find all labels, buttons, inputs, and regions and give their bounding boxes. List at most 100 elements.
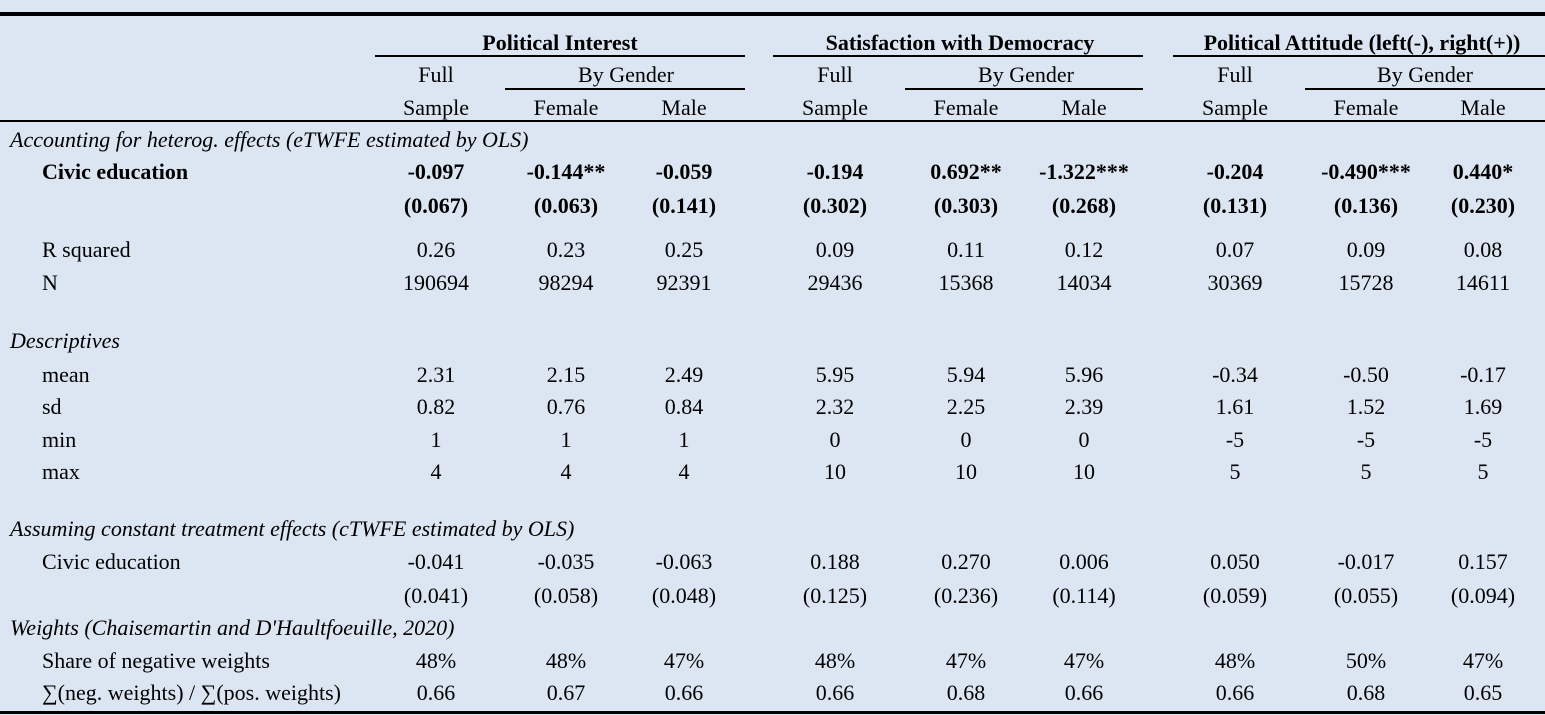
table-cell: -0.017 — [1337, 549, 1395, 574]
table-cell: 2.32 — [815, 394, 855, 419]
row-label-civic-education: Civic education — [42, 159, 189, 184]
group-title: Satisfaction with Democracy — [825, 30, 1095, 55]
table-cell: -0.063 — [655, 549, 713, 574]
male-header: Male — [1061, 95, 1107, 120]
table-cell: 0.157 — [1458, 549, 1508, 574]
table-cell: 0.050 — [1210, 549, 1260, 574]
table-cell: 0.76 — [546, 394, 586, 419]
sample-header: Sample — [1202, 95, 1268, 120]
table-cell: 0.65 — [1463, 680, 1503, 705]
group-1-title-rule — [375, 55, 745, 57]
row-label-sd: sd — [42, 394, 62, 419]
table-cell: 4 — [430, 459, 442, 484]
table-cell: 0.84 — [664, 394, 704, 419]
section-header: Descriptives — [10, 328, 120, 353]
table-cell: 1 — [678, 427, 690, 452]
table-cell: 1.69 — [1463, 394, 1503, 419]
table-cell: 0 — [960, 427, 972, 452]
by-gender-header: By Gender — [1377, 62, 1473, 87]
female-header: Female — [533, 95, 599, 120]
table-cell: 48% — [545, 648, 587, 673]
table-cell: 10 — [1073, 459, 1095, 484]
table-cell: -0.059 — [655, 159, 713, 184]
group-1-gender-rule — [505, 88, 745, 90]
table-cell: 48% — [1214, 648, 1256, 673]
table-cell: 92391 — [656, 270, 712, 295]
table-cell: 0.09 — [815, 237, 855, 262]
table-cell: 0.66 — [1064, 680, 1104, 705]
sample-header: Sample — [802, 95, 868, 120]
female-header: Female — [933, 95, 999, 120]
table-cell: 0.006 — [1059, 549, 1109, 574]
table-cell: 190694 — [403, 270, 469, 295]
table-cell: 5 — [1477, 459, 1489, 484]
table-cell: 1.61 — [1215, 394, 1255, 419]
group-title: Political Attitude (left(-), right(+)) — [1203, 30, 1521, 55]
table-cell: 0.68 — [1346, 680, 1386, 705]
table-cell: 14034 — [1056, 270, 1112, 295]
section-header: Weights (Chaisemartin and D'Haultfoeuill… — [10, 615, 455, 640]
table-cell: 1.52 — [1346, 394, 1386, 419]
table-cell: 5.94 — [946, 362, 986, 387]
table-cell: 2.15 — [546, 362, 586, 387]
table-cell: 98294 — [538, 270, 594, 295]
table-cell: -5 — [1356, 427, 1376, 452]
table-cell: 2.31 — [416, 362, 456, 387]
table-cell: (0.236) — [933, 583, 999, 608]
table-cell: 0.270 — [941, 549, 991, 574]
table-cell: 15728 — [1338, 270, 1394, 295]
group-title: Political Interest — [482, 30, 638, 55]
table-cell: 10 — [955, 459, 977, 484]
table-cell: 47% — [945, 648, 987, 673]
table-cell: 4 — [678, 459, 690, 484]
table-cell: 5 — [1229, 459, 1241, 484]
table-cell: 2.49 — [664, 362, 704, 387]
table-cell: 50% — [1345, 648, 1387, 673]
table-cell: 0.82 — [416, 394, 456, 419]
table-cell: (0.055) — [1333, 583, 1399, 608]
table-cell: -0.34 — [1212, 362, 1258, 387]
table-cell: (0.136) — [1333, 193, 1399, 218]
table-cell: (0.131) — [1202, 193, 1268, 218]
table-cell: 0.26 — [416, 237, 456, 262]
table-cell: -0.041 — [407, 549, 465, 574]
table-cell: 0.188 — [810, 549, 860, 574]
row-label-max: max — [42, 459, 80, 484]
full-header: Full — [1217, 62, 1253, 87]
section-header: Accounting for heterog. effects (eTWFE e… — [10, 127, 529, 152]
table-cell: 0.66 — [815, 680, 855, 705]
table-cell: -5 — [1225, 427, 1245, 452]
group-2-title-rule — [773, 55, 1143, 57]
table-cell: 0.23 — [546, 237, 586, 262]
row-label-civic-education: Civic education — [42, 549, 181, 574]
table-cell: 48% — [814, 648, 856, 673]
table-cell: 5.95 — [815, 362, 855, 387]
table-cell: 15368 — [938, 270, 994, 295]
table-cell: 1 — [430, 427, 442, 452]
table-cell: 5.96 — [1064, 362, 1104, 387]
table-cell: 10 — [824, 459, 846, 484]
table-cell: -0.204 — [1206, 159, 1264, 184]
table-cell: 2.39 — [1064, 394, 1104, 419]
table-cell: 0.08 — [1463, 237, 1503, 262]
male-header: Male — [1460, 95, 1506, 120]
table-cell: (0.048) — [651, 583, 717, 608]
table-cell: 2.25 — [946, 394, 986, 419]
table-cell: -0.097 — [407, 159, 465, 184]
group-3-title-rule — [1173, 55, 1545, 57]
table-cell: 4 — [560, 459, 572, 484]
table-cell: 5 — [1360, 459, 1372, 484]
table-cell: 29436 — [807, 270, 863, 295]
table-cell: (0.059) — [1202, 583, 1268, 608]
table-cell: (0.302) — [802, 193, 868, 218]
table-cell: 0.66 — [416, 680, 456, 705]
top-rule — [0, 12, 1545, 16]
by-gender-header: By Gender — [978, 62, 1074, 87]
table-cell: 30369 — [1207, 270, 1263, 295]
table-cell: (0.094) — [1450, 583, 1516, 608]
row-label-n: N — [42, 270, 58, 295]
group-3-gender-rule — [1305, 88, 1545, 90]
table-cell: -0.144** — [526, 159, 606, 184]
table-cell: 0.692** — [930, 159, 1002, 184]
table-cell: 0.66 — [1215, 680, 1255, 705]
